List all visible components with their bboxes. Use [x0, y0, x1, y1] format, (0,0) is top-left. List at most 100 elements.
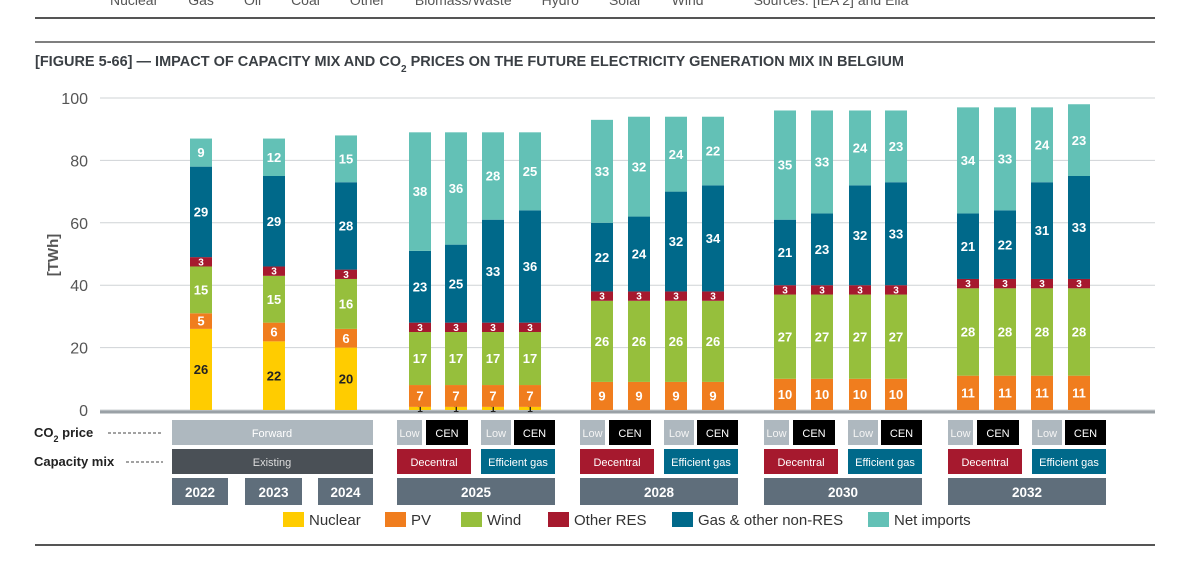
- bar-value-label: 25: [523, 164, 537, 179]
- bar-segment: [482, 406, 504, 410]
- bar-segment: [702, 381, 724, 410]
- bar-value-label: 22: [706, 144, 720, 159]
- bar-segment: [335, 182, 357, 270]
- y-tick-label: 0: [79, 403, 88, 420]
- bar-value-label: 26: [595, 334, 609, 349]
- bar-segment: [885, 110, 907, 183]
- bar-value-label: 27: [889, 329, 903, 344]
- co2-price-cell-label: CEN: [986, 428, 1009, 440]
- capacity-decentral-label: Decentral: [410, 457, 457, 469]
- bar-segment: [409, 406, 431, 410]
- capacity-efficient-gas-label: Efficient gas: [1039, 457, 1099, 469]
- bar-segment: [482, 385, 504, 407]
- top-strip-item: Gas: [188, 0, 214, 8]
- top-strip-item: Coal: [291, 0, 320, 8]
- bar-segment: [1068, 104, 1090, 176]
- bar-value-label: 32: [632, 159, 646, 174]
- bar-segment: [190, 166, 212, 258]
- bar-value-label: 33: [998, 151, 1012, 166]
- legend-swatch: [868, 512, 889, 527]
- bar-segment: [849, 294, 871, 379]
- bar-value-label: 25: [449, 276, 463, 291]
- top-strip-item: Nuclear: [110, 0, 159, 8]
- bar-value-label: 28: [339, 219, 353, 234]
- bar-segment: [665, 381, 687, 410]
- bar-segment: [774, 294, 796, 379]
- bar-value-label: 35: [778, 158, 792, 173]
- co2-price-cell: [793, 420, 835, 445]
- bar-value-label: 3: [343, 270, 349, 281]
- y-tick-label: 20: [70, 341, 88, 358]
- year-label: 2025: [461, 485, 492, 500]
- co2-price-row-label: CO2 price: [34, 425, 93, 444]
- co2-price-cell-label: CEN: [523, 428, 546, 440]
- bar-value-label: 1: [490, 404, 496, 415]
- bar-segment: [774, 110, 796, 220]
- bar-segment: [957, 107, 979, 214]
- bar-segment: [591, 119, 613, 223]
- bar-segment: [445, 322, 467, 332]
- legend-label: Net imports: [894, 512, 971, 529]
- capacity-existing-box: [172, 449, 373, 474]
- capacity-efficient-gas-cell: [664, 449, 738, 474]
- bar-segment: [482, 132, 504, 220]
- bar-value-label: 22: [998, 237, 1012, 252]
- co2-price-cell-label: CEN: [435, 428, 458, 440]
- bar-value-label: 28: [486, 169, 500, 184]
- capacity-efficient-gas-cell: [481, 449, 555, 474]
- co2-price-cell: [697, 420, 738, 445]
- bar-value-label: 11: [998, 385, 1012, 400]
- bar-segment: [628, 216, 650, 292]
- bar-value-label: 9: [672, 389, 679, 404]
- year-label: 2022: [185, 485, 215, 500]
- bar-value-label: 6: [270, 325, 277, 340]
- bar-value-label: 34: [961, 153, 976, 168]
- bar-value-label: 24: [632, 247, 647, 262]
- co2-price-cell: [848, 420, 878, 445]
- bar-value-label: 26: [706, 334, 720, 349]
- capacity-decentral-label: Decentral: [777, 457, 824, 469]
- bar-value-label: 21: [961, 239, 975, 254]
- bar-segment: [628, 116, 650, 217]
- bar-value-label: 3: [271, 267, 277, 278]
- bar-segment: [519, 322, 541, 332]
- top-strip-item: Solar: [608, 0, 642, 8]
- bar-segment: [263, 266, 285, 276]
- bar-value-label: 27: [853, 329, 867, 344]
- bar-segment: [591, 291, 613, 301]
- bar-segment: [591, 381, 613, 410]
- bar-segment: [190, 138, 212, 167]
- co2-price-cell-label: CEN: [618, 428, 641, 440]
- co2-price-cell: [1032, 420, 1062, 445]
- co2-price-cell-label: CEN: [890, 428, 913, 440]
- bar-value-label: 12: [267, 150, 281, 165]
- bar-value-label: 17: [449, 351, 463, 366]
- bar-value-label: 3: [857, 285, 863, 296]
- bar-segment: [1031, 375, 1053, 410]
- bar-segment: [519, 332, 541, 386]
- bar-value-label: 38: [413, 184, 427, 199]
- co2-price-cell: [977, 420, 1019, 445]
- capacity-efficient-gas-cell: [848, 449, 922, 474]
- bar-value-label: 23: [889, 139, 903, 154]
- bar-segment: [519, 132, 541, 211]
- bar-segment: [628, 291, 650, 301]
- bar-value-label: 3: [893, 285, 899, 296]
- co2-price-cell: [609, 420, 651, 445]
- bar-value-label: 32: [669, 234, 683, 249]
- bar-segment: [445, 332, 467, 386]
- bar-value-label: 3: [417, 323, 423, 334]
- bar-segment: [957, 278, 979, 289]
- legend-swatch: [461, 512, 482, 527]
- co2-price-cell: [764, 420, 789, 445]
- legend-label: Wind: [487, 512, 521, 529]
- co2-price-cell: [481, 420, 511, 445]
- capacity-decentral-cell: [397, 449, 471, 474]
- bar-value-label: 11: [961, 385, 975, 400]
- bar-segment: [994, 107, 1016, 211]
- bar-segment: [190, 313, 212, 329]
- co2-price-cell: [397, 420, 422, 445]
- bar-segment: [811, 285, 833, 295]
- bar-value-label: 36: [449, 181, 463, 196]
